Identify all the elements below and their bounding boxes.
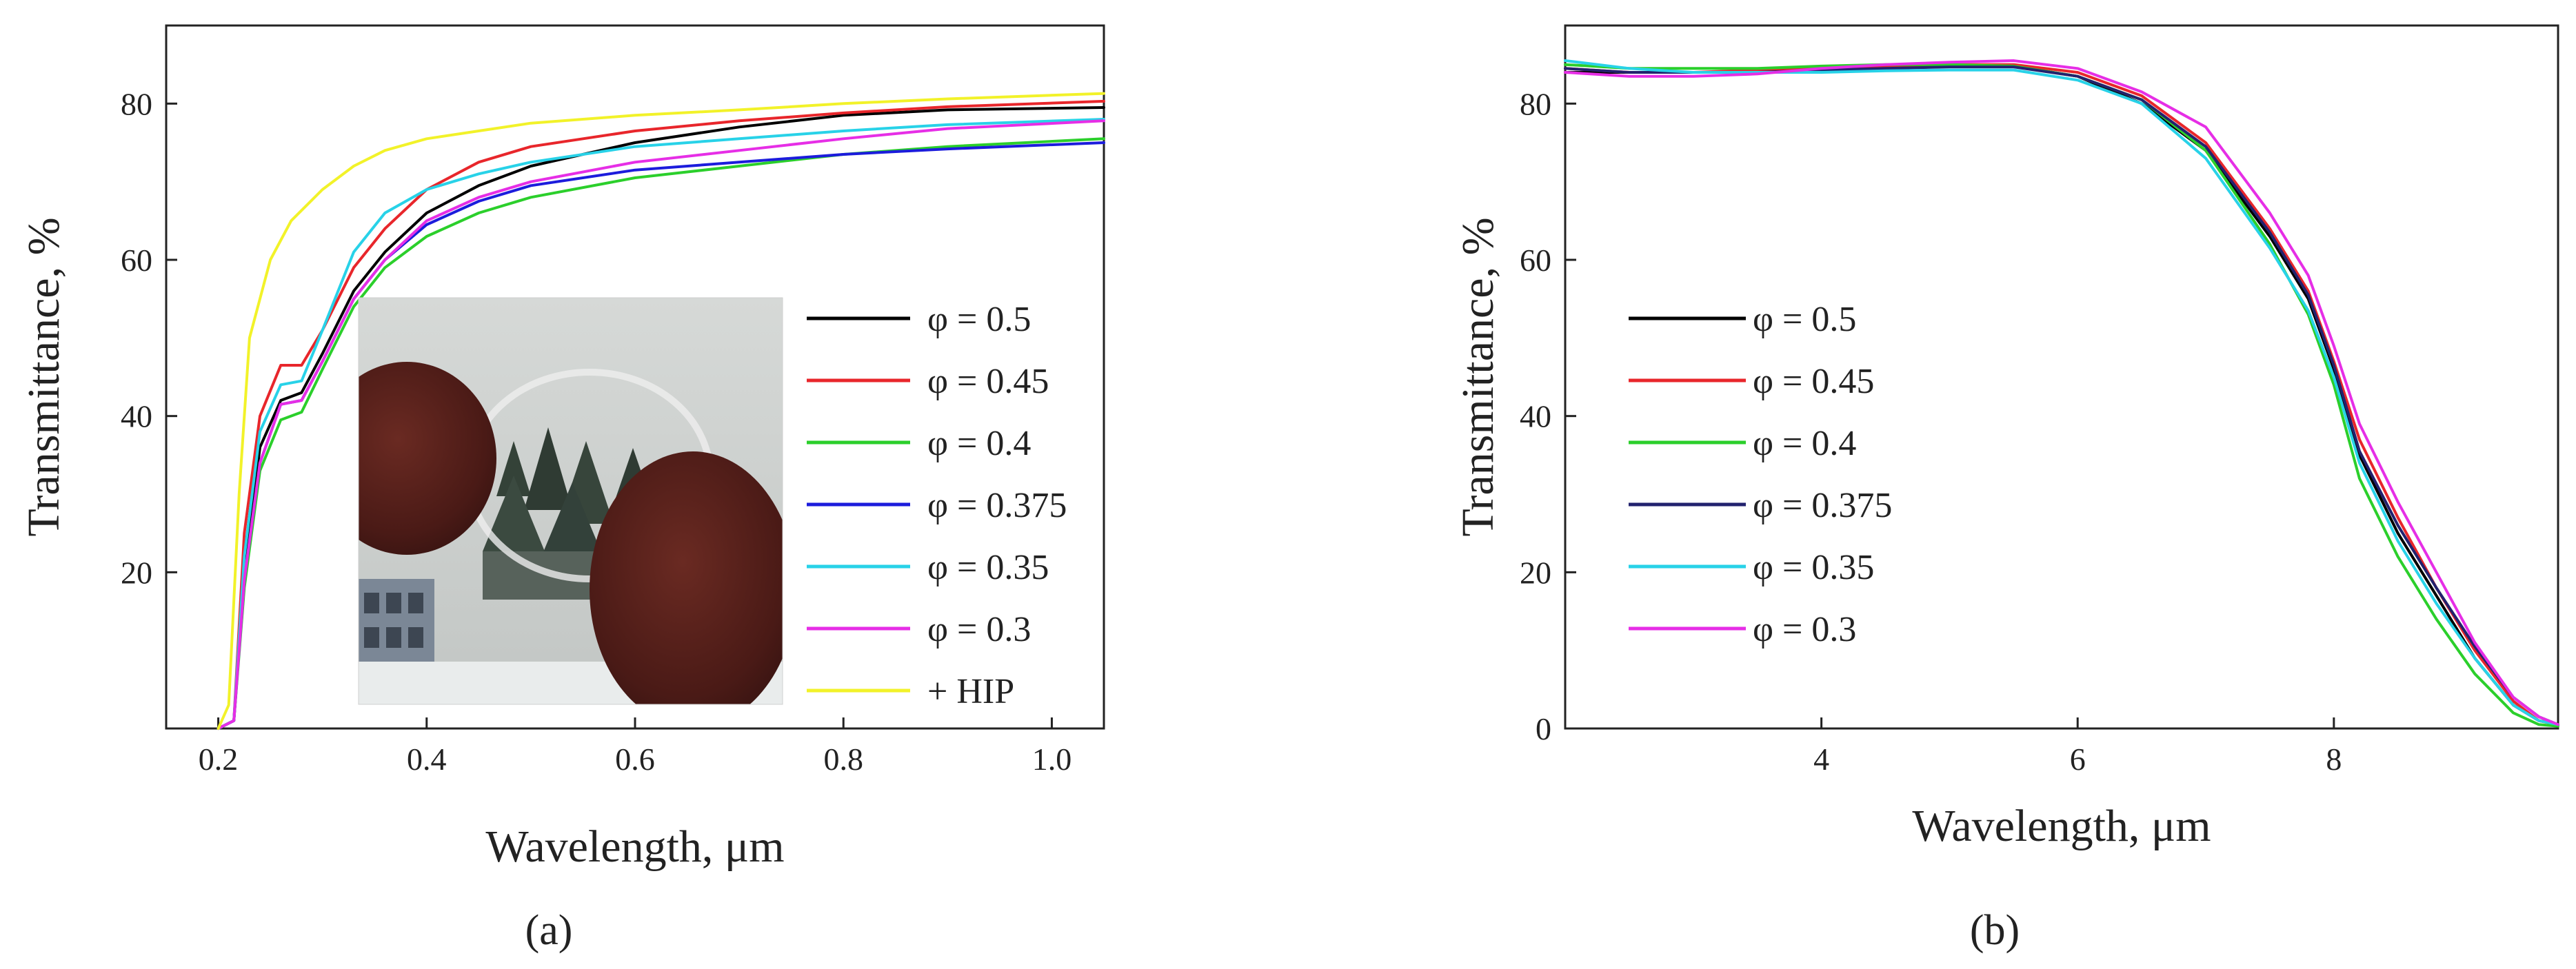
a-legend-label-0: φ = 0.5 bbox=[927, 300, 1031, 339]
a-legend-label-3: φ = 0.375 bbox=[927, 486, 1067, 525]
panel-a-x-axis-label: Wavelength, μm bbox=[485, 822, 784, 872]
a-legend-label-2: φ = 0.4 bbox=[927, 424, 1031, 463]
inset-finger-left bbox=[359, 362, 496, 555]
a-x-tick-label: 0.2 bbox=[199, 742, 239, 777]
a-series-line-1 bbox=[217, 99, 1105, 730]
panel-a-y-axis-label: Transmittance, % bbox=[19, 217, 69, 536]
b-y-tick-label: 40 bbox=[1520, 399, 1551, 434]
b-series-line-1 bbox=[1564, 63, 2559, 726]
inset-finger-right bbox=[590, 451, 783, 704]
b-series-line-4 bbox=[1564, 59, 2559, 726]
a-y-tick-label: 20 bbox=[121, 555, 152, 590]
b-legend-label-4: φ = 0.35 bbox=[1753, 548, 1874, 587]
a-series-line-4 bbox=[217, 118, 1105, 730]
b-series-line-2 bbox=[1564, 63, 2559, 728]
b-legend-label-3: φ = 0.375 bbox=[1753, 486, 1892, 525]
a-series-line-5 bbox=[217, 119, 1105, 730]
b-y-tick-label: 80 bbox=[1520, 86, 1551, 121]
a-series-line-6 bbox=[217, 92, 1105, 730]
a-x-tick-label: 0.8 bbox=[823, 742, 863, 777]
b-series-line-3 bbox=[1564, 65, 2559, 726]
panel-b-series-group bbox=[1564, 59, 2559, 728]
b-y-tick-label: 0 bbox=[1536, 711, 1551, 746]
panel-a-series-group bbox=[217, 92, 1105, 730]
a-series-line-0 bbox=[217, 106, 1105, 730]
b-series-line-5 bbox=[1564, 59, 2559, 726]
b-x-tick-label: 6 bbox=[2070, 742, 2086, 777]
panel-b-legend: φ = 0.5 φ = 0.45 φ = 0.4 φ = 0.375 φ = 0.35 φ… bbox=[1629, 300, 1892, 649]
a-x-tick-label: 1.0 bbox=[1032, 742, 1072, 777]
a-x-tick-label: 0.6 bbox=[615, 742, 655, 777]
b-legend-label-5: φ = 0.3 bbox=[1753, 610, 1856, 649]
panel-a-axis-ticks: 0.2 0.4 0.6 0.8 1.0 20 40 60 80 bbox=[121, 86, 1071, 777]
b-y-tick-label: 60 bbox=[1520, 243, 1551, 278]
panel-a-label: (a) bbox=[525, 907, 573, 954]
panel-a-chart: 0.2 0.4 0.6 0.8 1.0 20 40 60 80 bbox=[19, 24, 1105, 954]
b-legend-label-2: φ = 0.4 bbox=[1753, 424, 1856, 463]
b-y-tick-label: 20 bbox=[1520, 555, 1551, 590]
b-x-tick-label: 4 bbox=[1813, 742, 1829, 777]
a-legend-label-4: φ = 0.35 bbox=[927, 548, 1049, 587]
b-x-tick-label: 8 bbox=[2326, 742, 2342, 777]
a-legend-label-6: + HIP bbox=[927, 672, 1014, 711]
panel-b-x-axis-label: Wavelength, μm bbox=[1912, 801, 2211, 851]
inset-photo bbox=[358, 297, 783, 705]
b-series-line-0 bbox=[1564, 64, 2559, 726]
a-y-tick-label: 60 bbox=[121, 243, 152, 278]
panel-a-legend: φ = 0.5 φ = 0.45 φ = 0.4 φ = 0.375 φ = 0.35 φ… bbox=[807, 300, 1067, 711]
panel-b-label: (b) bbox=[1970, 907, 2020, 954]
panel-b-plot-frame bbox=[1564, 24, 2559, 730]
inset-trees bbox=[496, 441, 531, 496]
panel-b-y-axis-label: Transmittance, % bbox=[1453, 217, 1503, 536]
a-y-tick-label: 80 bbox=[121, 86, 152, 121]
b-legend-label-1: φ = 0.45 bbox=[1753, 362, 1874, 401]
a-legend-label-1: φ = 0.45 bbox=[927, 362, 1049, 401]
a-y-tick-label: 40 bbox=[121, 399, 152, 434]
a-x-tick-label: 0.4 bbox=[407, 742, 447, 777]
a-legend-label-5: φ = 0.3 bbox=[927, 610, 1031, 649]
b-legend-label-0: φ = 0.5 bbox=[1753, 300, 1856, 339]
